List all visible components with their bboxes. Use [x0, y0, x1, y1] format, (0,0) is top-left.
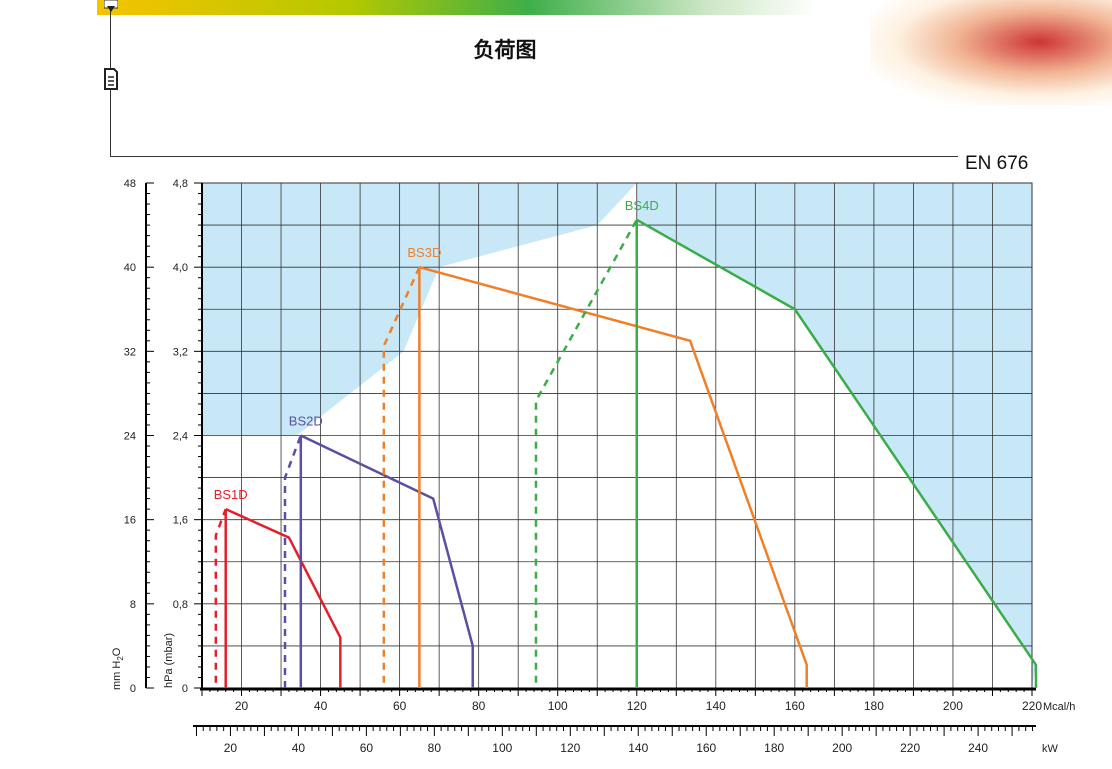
y-tick-label-hpa: 2,4	[173, 431, 188, 443]
y-tick-label-mm: 40	[124, 262, 136, 274]
x-tick-label-kw: 200	[832, 741, 852, 755]
y-tick-label-hpa: 0,8	[173, 599, 188, 611]
frame-horizontal-line	[110, 156, 958, 157]
series-bs1d-curve	[225, 508, 342, 688]
x-tick-label-mcal: 60	[393, 699, 407, 713]
y-tick-label-mm: 8	[130, 599, 136, 611]
series-bs2d-curve	[300, 434, 474, 688]
standard-label: EN 676	[965, 153, 1029, 174]
x-tick-label-kw: 100	[492, 741, 512, 755]
x-tick-label-mcal: 140	[706, 699, 726, 713]
x-tick-label-kw: 180	[764, 741, 784, 755]
y-tick-label-hpa: 0	[182, 683, 188, 695]
header-gradient-bar	[97, 0, 817, 15]
x-axis-unit-kw: kW	[1042, 743, 1059, 755]
x-tick-label-kw: 40	[292, 741, 306, 755]
y-tick-label-mm: 16	[124, 515, 136, 527]
header-corner-photo	[870, 0, 1112, 105]
series-bs4d-curve	[636, 218, 1038, 688]
series-bs4d-start-line	[534, 219, 638, 683]
x-tick-label-mcal: 160	[785, 699, 805, 713]
x-tick-label-kw: 140	[628, 741, 648, 755]
y-tick-label-hpa: 1,6	[173, 515, 188, 527]
x-tick-label-kw: 120	[560, 741, 580, 755]
x-tick-label-kw: 160	[696, 741, 716, 755]
x-tick-label-kw: 60	[360, 741, 374, 755]
x-tick-label-mcal: 120	[627, 699, 647, 713]
y-tick-label-hpa: 4,0	[173, 262, 188, 274]
series-label-bs3d: BS3D	[407, 245, 441, 260]
series-label-bs2d: BS2D	[289, 414, 323, 429]
x-tick-label-mcal: 180	[864, 699, 884, 713]
series-bs1d-start-line	[214, 508, 227, 683]
x-axis-unit-mcal: Mcal/h	[1043, 701, 1075, 713]
x-tick-label-mcal: 40	[314, 699, 328, 713]
y-tick-label-mm: 32	[124, 346, 136, 358]
x-tick-label-kw: 20	[224, 741, 238, 755]
y-tick-label-hpa: 4,8	[173, 178, 188, 190]
y-tick-label-mm: 48	[124, 178, 136, 190]
x-tick-label-mcal: 100	[548, 699, 568, 713]
series-label-bs1d: BS1D	[214, 487, 248, 502]
x-tick-label-mcal: 200	[943, 699, 963, 713]
document-icon[interactable]	[104, 68, 118, 90]
x-tick-label-kw: 240	[968, 741, 988, 755]
x-tick-label-mcal: 220	[1022, 699, 1042, 713]
series-bs3d-start-line	[382, 266, 421, 683]
x-tick-label-kw: 220	[900, 741, 920, 755]
pin-marker-icon	[104, 0, 118, 12]
page-title: 负荷图	[473, 39, 537, 62]
series-bs3d-curve	[419, 265, 808, 688]
series-bs2d-start-line	[283, 435, 302, 688]
y-axis-label-hpa: hPa (mbar)	[163, 633, 175, 688]
y-tick-label-mm: 24	[124, 431, 136, 443]
y-axis-label-mm: mm H2O	[111, 647, 125, 690]
x-tick-label-mcal: 80	[472, 699, 486, 713]
series-label-bs4d: BS4D	[625, 198, 659, 213]
x-tick-label-kw: 80	[428, 741, 442, 755]
y-tick-label-mm: 0	[130, 683, 136, 695]
x-tick-label-mcal: 20	[235, 699, 249, 713]
y-tick-label-hpa: 3,2	[173, 346, 188, 358]
